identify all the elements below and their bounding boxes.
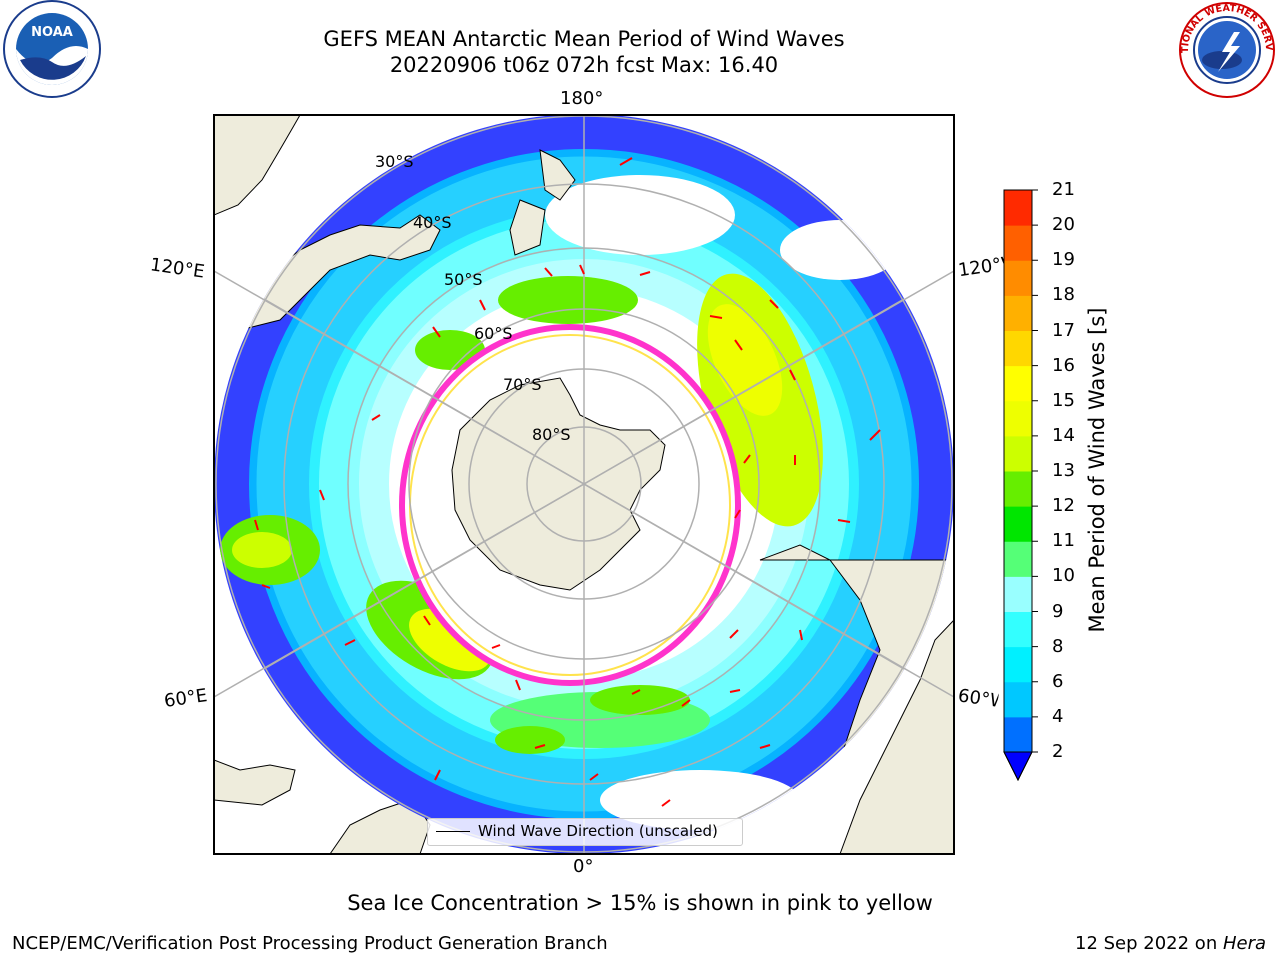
wind-arrow	[681, 699, 691, 707]
legend-line-sample	[436, 831, 470, 832]
svg-text:NOAA: NOAA	[31, 25, 73, 40]
lat-label-70s: 70°S	[503, 375, 542, 394]
noaa-logo: NOAA	[3, 0, 101, 98]
colorbar-tick-label: 20	[1052, 214, 1075, 236]
colorbar-bin	[1004, 400, 1032, 437]
colorbar-bin	[1004, 190, 1032, 226]
colorbar-bin	[1004, 506, 1032, 542]
wind-arrow	[432, 326, 441, 338]
wind-arrow	[729, 629, 739, 639]
colorbar-tick-label: 15	[1052, 389, 1075, 411]
colorbar-frame	[1003, 189, 1033, 782]
colorbar-bin	[1004, 541, 1032, 577]
wind-arrow	[729, 689, 741, 693]
colorbar-tick-label: 4	[1052, 705, 1064, 727]
footer-credit: NCEP/EMC/Verification Post Processing Pr…	[12, 933, 608, 954]
wind-arrow	[344, 639, 356, 646]
footer-date-text: 12 Sep 2022 on	[1075, 933, 1223, 954]
colorbar-tick-label: 14	[1052, 424, 1075, 446]
colorbar-bin	[1004, 611, 1032, 648]
colorbar-bin	[1004, 646, 1032, 683]
lat-label-40s: 40°S	[413, 213, 452, 232]
colorbar-label: Mean Period of Wind Waves [s]	[1085, 307, 1109, 633]
wind-arrow	[579, 264, 585, 275]
wind-arrow	[837, 519, 851, 523]
lat-label-50s: 50°S	[444, 270, 483, 289]
wind-arrow	[534, 744, 546, 749]
graticule	[214, 115, 954, 854]
wind-arrow	[619, 157, 633, 166]
wind-arrow	[743, 454, 751, 464]
wind-arrow	[491, 644, 501, 649]
colorbar-tick-label: 2	[1052, 741, 1064, 762]
wind-arrow	[734, 339, 743, 351]
colorbar-bin	[1004, 681, 1032, 718]
footer-host: Hera	[1222, 933, 1266, 954]
wind-arrow	[769, 299, 779, 309]
colorbar-tick-label: 21	[1052, 179, 1075, 200]
lat-label-60s: 60°S	[474, 324, 513, 343]
nws-logo: NATIONAL WEATHER SERVICE	[1174, 0, 1275, 98]
wind-arrow	[789, 369, 796, 381]
colorbar-bin	[1004, 365, 1032, 402]
wind-arrow	[544, 267, 553, 277]
colorbar-bin	[1004, 435, 1032, 472]
wind-arrow	[589, 773, 599, 781]
wind-arrow	[371, 414, 381, 421]
colorbar-tick-label: 8	[1052, 635, 1064, 657]
colorbar-tick-label: 19	[1052, 249, 1075, 271]
chart-subtitle: 20220906 t06z 072h fcst Max: 16.40	[389, 53, 779, 77]
colorbar-bin	[1004, 295, 1032, 331]
colorbar	[1003, 189, 1038, 782]
wind-arrow	[709, 315, 723, 319]
colorbar-tick-label: 16	[1052, 354, 1075, 376]
wind-arrow	[479, 299, 486, 311]
land-corners	[214, 115, 954, 854]
colorbar-bin	[1004, 716, 1032, 753]
sea-ice-note: Sea Ice Concentration > 15% is shown in …	[347, 891, 933, 915]
wind-arrow	[254, 519, 259, 531]
wind-arrow	[319, 489, 325, 501]
colorbar-bin	[1004, 260, 1032, 296]
wind-arrow	[869, 429, 881, 441]
chart-title: GEFS MEAN Antarctic Mean Period of Wind …	[323, 27, 845, 51]
colorbar-tick-label: 12	[1052, 495, 1075, 517]
wind-arrow	[515, 679, 521, 691]
colorbar-tick-label: 9	[1052, 600, 1064, 622]
map-frame	[213, 114, 955, 855]
colorbar-bin	[1004, 330, 1032, 367]
footer-date: 12 Sep 2022 on Hera	[1075, 933, 1266, 954]
wind-arrow	[799, 629, 803, 641]
colorbar-tick-label: 13	[1052, 460, 1075, 481]
wind-arrow	[639, 271, 651, 276]
map-legend: Wind Wave Direction (unscaled)	[427, 818, 743, 846]
wind-arrow	[734, 509, 741, 519]
wind-arrow	[631, 689, 641, 695]
wind-arrow	[759, 744, 771, 749]
colorbar-tick-label: 10	[1052, 565, 1075, 587]
lat-label-30s: 30°S	[375, 152, 414, 171]
lat-label-80s: 80°S	[532, 425, 571, 444]
wind-arrow	[434, 769, 441, 781]
legend-label: Wind Wave Direction (unscaled)	[478, 822, 718, 840]
wind-arrow	[423, 615, 431, 626]
colorbar-tick-label: 17	[1052, 319, 1075, 341]
colorbar-extend-arrow	[1003, 751, 1033, 782]
wind-wave-arrows	[254, 157, 881, 807]
colorbar-bin	[1004, 225, 1032, 261]
wind-arrow	[261, 584, 271, 589]
colorbar-bin	[1004, 471, 1032, 507]
colorbar-tick-label: 18	[1052, 284, 1075, 306]
colorbar-tick-label: 6	[1052, 670, 1064, 692]
wind-arrow	[661, 799, 671, 807]
colorbar-tick-label: 11	[1052, 530, 1075, 552]
lon-label-180: 180°	[560, 88, 604, 109]
lon-label-0: 0°	[573, 856, 594, 877]
colorbar-bin	[1004, 576, 1032, 612]
